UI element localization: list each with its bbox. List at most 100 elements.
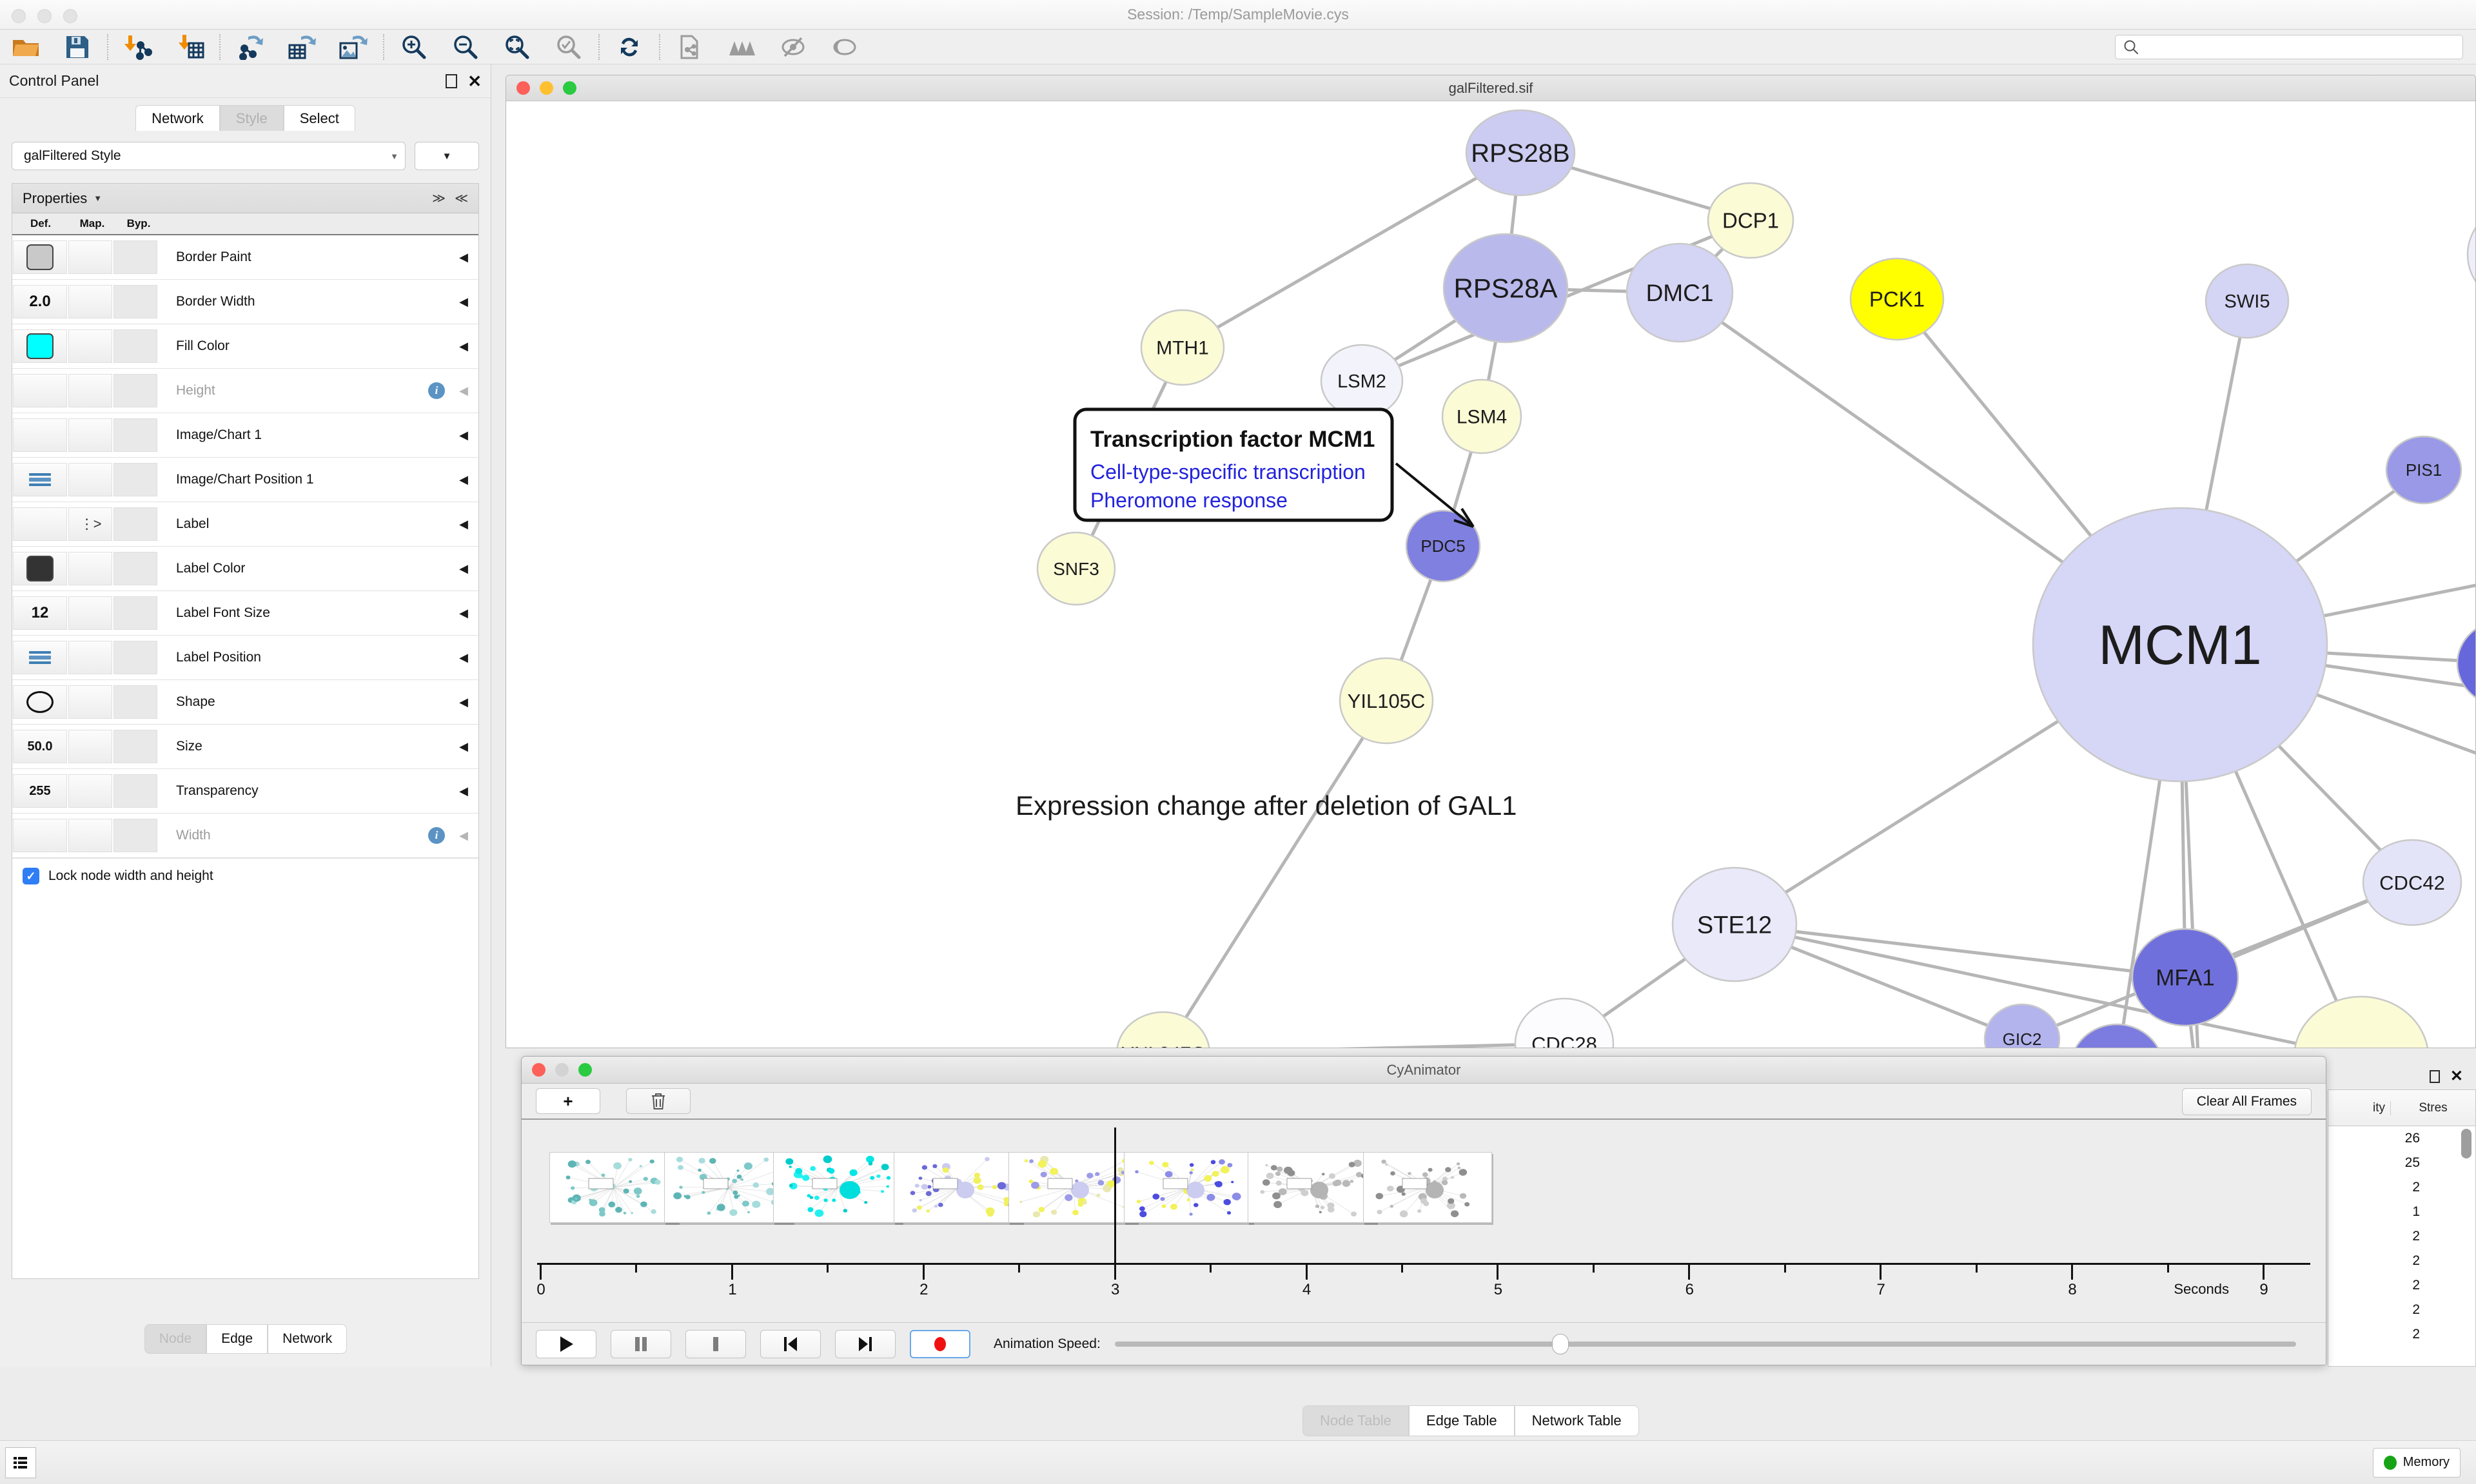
export-image-icon[interactable] — [328, 30, 379, 64]
expand-all-icon[interactable]: ≪ — [455, 191, 468, 206]
style-options-button[interactable]: ▼ — [415, 142, 479, 170]
clear-all-frames-button[interactable]: Clear All Frames — [2181, 1088, 2312, 1115]
node-callout[interactable]: Transcription factor MCM1 Cell-type-speci… — [1073, 407, 1475, 528]
property-row[interactable]: Label Color ◀ — [12, 547, 478, 591]
network-canvas[interactable]: RPS28BDCP1RPS28ADMC1PCK1SWI5GAL80GAL11ST… — [506, 101, 2475, 1048]
property-mapping-cell[interactable] — [68, 463, 112, 496]
network-node[interactable]: STE2 — [2070, 1023, 2163, 1048]
tab-edge-table[interactable]: Edge Table — [1408, 1405, 1515, 1436]
network-edge[interactable] — [1163, 1042, 1565, 1048]
network-node[interactable]: SWI5 — [2205, 263, 2290, 339]
zoom-selected-icon[interactable] — [543, 30, 594, 64]
property-mapping-cell[interactable] — [68, 730, 112, 763]
property-bypass-cell[interactable] — [113, 819, 157, 852]
network-node[interactable]: YIL105C — [1339, 657, 1434, 745]
network-node[interactable]: STE12 — [1671, 866, 1798, 982]
info-icon[interactable]: i — [428, 827, 445, 844]
open-folder-icon[interactable] — [0, 30, 52, 64]
network-edge[interactable] — [1163, 699, 1388, 1048]
timeline-frame-thumbnail[interactable] — [773, 1152, 903, 1223]
export-table-icon[interactable] — [276, 30, 328, 64]
property-mapping-cell[interactable] — [68, 240, 112, 274]
play-button[interactable] — [536, 1329, 596, 1358]
network-node[interactable]: MFA1 — [2131, 928, 2239, 1027]
network-node[interactable]: RPS28A — [1442, 233, 1569, 344]
property-expand-arrow[interactable]: ◀ — [459, 517, 468, 531]
property-mapping-cell[interactable] — [68, 329, 112, 363]
timeline-frame-thumbnail[interactable] — [1123, 1152, 1253, 1223]
memory-status-button[interactable]: Memory — [2372, 1447, 2461, 1478]
property-bypass-cell[interactable] — [113, 641, 157, 674]
list-icon[interactable] — [5, 1447, 36, 1478]
network-node[interactable]: GAL80 — [2466, 203, 2476, 306]
property-row[interactable]: Border Paint ◀ — [12, 235, 478, 280]
property-bypass-cell[interactable] — [113, 552, 157, 585]
lock-node-size-row[interactable]: ✓ Lock node width and height — [12, 858, 478, 893]
search-input[interactable] — [2139, 40, 2462, 54]
property-bypass-cell[interactable] — [113, 685, 157, 719]
property-mapping-cell[interactable] — [68, 685, 112, 719]
network-node[interactable]: PCK1 — [1849, 257, 1945, 341]
close-icon[interactable]: ✕ — [2450, 1068, 2463, 1085]
network-window-controls[interactable] — [516, 81, 576, 95]
slider-knob[interactable] — [1551, 1333, 1569, 1354]
lock-node-size-checkbox[interactable]: ✓ — [23, 868, 39, 884]
property-default-cell[interactable] — [13, 463, 67, 496]
network-edge[interactable] — [1734, 923, 2361, 1048]
window-controls[interactable] — [12, 9, 77, 23]
info-icon[interactable]: i — [428, 382, 445, 399]
network-node[interactable]: ALPHA2 — [2294, 995, 2428, 1048]
network-node[interactable]: MCM1 — [2032, 507, 2328, 783]
property-default-cell[interactable]: 50.0 — [13, 730, 67, 763]
property-row[interactable]: Fill Color ◀ — [12, 324, 478, 369]
property-mapping-cell[interactable] — [68, 552, 112, 585]
property-mapping-cell[interactable]: ⋮> — [68, 507, 112, 541]
tab-style[interactable]: Style — [219, 105, 284, 131]
ellipse-shape-icon[interactable] — [26, 691, 54, 713]
property-row[interactable]: Height i ◀ — [12, 369, 478, 413]
vertical-scrollbar[interactable] — [2461, 1129, 2471, 1158]
window-minimize-button[interactable] — [540, 81, 553, 95]
network-node[interactable]: CDC42 — [2362, 839, 2462, 926]
property-expand-arrow[interactable]: ◀ — [459, 561, 468, 575]
property-mapping-cell[interactable] — [68, 285, 112, 318]
add-frame-button[interactable]: + — [536, 1088, 600, 1114]
property-default-cell[interactable] — [13, 552, 67, 585]
property-expand-arrow[interactable]: ◀ — [459, 695, 468, 708]
chevron-down-icon[interactable]: ▼ — [93, 193, 103, 203]
property-bypass-cell[interactable] — [113, 329, 157, 363]
cyanimator-window-controls[interactable] — [532, 1063, 592, 1077]
property-bypass-cell[interactable] — [113, 374, 157, 407]
position-icon[interactable] — [29, 473, 51, 486]
property-expand-arrow[interactable]: ◀ — [459, 250, 468, 264]
window-zoom-dot[interactable] — [63, 9, 77, 23]
property-row[interactable]: 12 Label Font Size ◀ — [12, 591, 478, 636]
delete-frame-button[interactable] — [626, 1088, 691, 1114]
property-expand-arrow[interactable]: ◀ — [459, 473, 468, 486]
property-mapping-cell[interactable] — [68, 418, 112, 452]
property-row[interactable]: Shape ◀ — [12, 680, 478, 725]
property-row[interactable]: 2.0 Border Width ◀ — [12, 280, 478, 324]
property-bypass-cell[interactable] — [113, 240, 157, 274]
float-panel-icon[interactable] — [2429, 1069, 2440, 1083]
property-bypass-cell[interactable] — [113, 463, 157, 496]
float-panel-icon[interactable] — [446, 73, 458, 88]
property-expand-arrow[interactable]: ◀ — [459, 339, 468, 353]
zoom-fit-icon[interactable] — [491, 30, 543, 64]
property-row[interactable]: Width i ◀ — [12, 814, 478, 858]
network-edge[interactable] — [1181, 151, 1522, 349]
color-swatch[interactable] — [26, 333, 54, 359]
skip-to-end-button[interactable] — [835, 1329, 896, 1358]
property-expand-arrow[interactable]: ◀ — [459, 384, 468, 397]
tab-select[interactable]: Select — [283, 105, 355, 131]
property-row[interactable]: Label Position ◀ — [12, 636, 478, 680]
network-node[interactable]: PIS1 — [2385, 435, 2462, 505]
network-node[interactable]: LSM4 — [1441, 378, 1522, 454]
property-default-cell[interactable] — [13, 685, 67, 719]
property-mapping-cell[interactable] — [68, 374, 112, 407]
new-network-icon[interactable] — [664, 30, 716, 64]
property-row[interactable]: 255 Transparency ◀ — [12, 769, 478, 814]
property-bypass-cell[interactable] — [113, 418, 157, 452]
window-minimize-button[interactable] — [555, 1063, 569, 1077]
property-default-cell[interactable] — [13, 507, 67, 541]
